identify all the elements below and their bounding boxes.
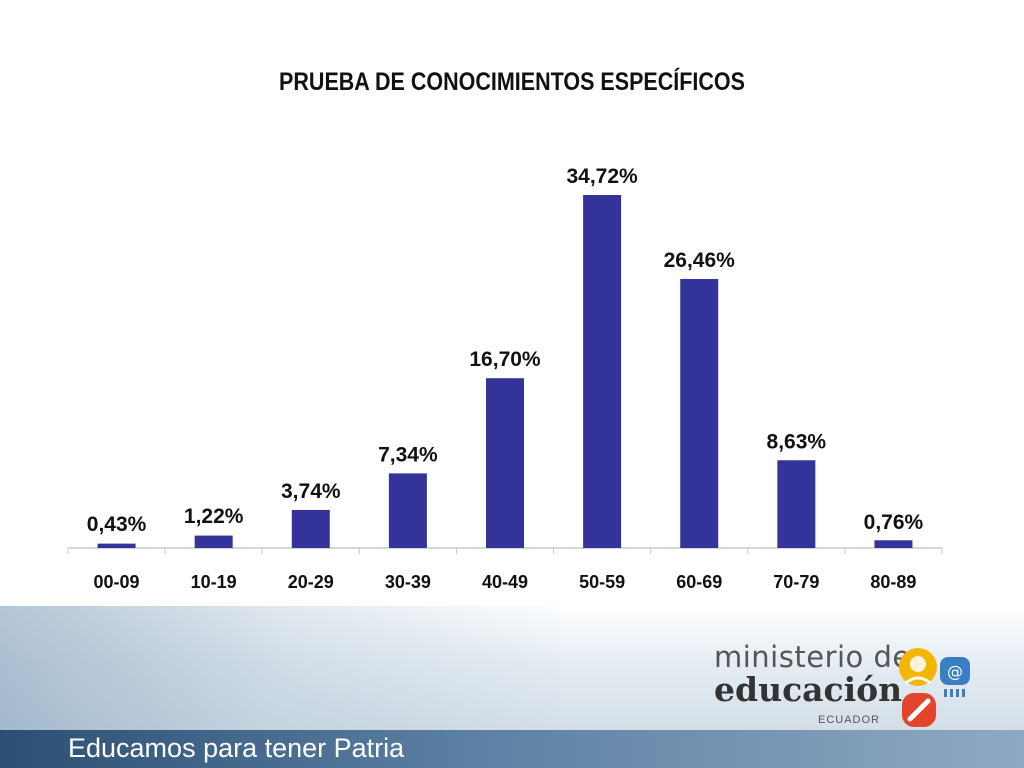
data-label: 7,34% — [378, 443, 438, 466]
logo-text-ministerio: ministerio de — [714, 640, 911, 674]
x-tick-label: 60-69 — [676, 572, 722, 592]
data-label: 3,74% — [281, 480, 341, 503]
bar-30-39 — [388, 473, 427, 548]
footer-slogan: Educamos para tener Patria — [68, 733, 405, 763]
chart-title: PRUEBA DE CONOCIMIENTOS ESPECÍFICOS — [279, 68, 745, 96]
bar-20-29 — [291, 509, 330, 548]
logo-text-ecuador: ECUADOR — [818, 714, 881, 726]
bar-70-79 — [777, 460, 816, 548]
data-label: 8,63% — [767, 430, 827, 453]
x-tick-label: 30-39 — [385, 572, 431, 592]
data-label: 34,72% — [566, 165, 638, 188]
data-label: 1,22% — [184, 505, 244, 528]
data-label: 0,76% — [864, 511, 924, 534]
x-tick-label: 40-49 — [482, 572, 528, 592]
x-tick-label: 20-29 — [288, 572, 334, 592]
bar-80-89 — [874, 540, 913, 548]
bar-40-49 — [486, 378, 524, 548]
ministry-logo-icon: @ — [899, 648, 970, 727]
x-tick-label: 10-19 — [191, 572, 237, 592]
data-label: 16,70% — [469, 348, 541, 371]
bar-10-19 — [194, 535, 233, 548]
bar-50-59 — [583, 195, 622, 548]
data-label: 0,43% — [87, 513, 147, 536]
x-tick-label: 70-79 — [773, 572, 819, 592]
logo-text-educacion: educación — [714, 670, 903, 709]
x-tick-label: 00-09 — [94, 572, 140, 592]
bar-chart: 0,43% 00-09 1,22% 10-19 3,74% 20-29 7,34% 30-39… — [67, 165, 943, 592]
x-tick-label: 50-59 — [579, 572, 625, 592]
x-tick-label: 80-89 — [870, 572, 916, 592]
svg-text:@: @ — [947, 662, 963, 681]
footer-bar — [0, 730, 1024, 768]
data-label: 26,46% — [664, 249, 736, 272]
bar-00-09 — [97, 543, 136, 548]
bar-60-69 — [680, 278, 719, 548]
